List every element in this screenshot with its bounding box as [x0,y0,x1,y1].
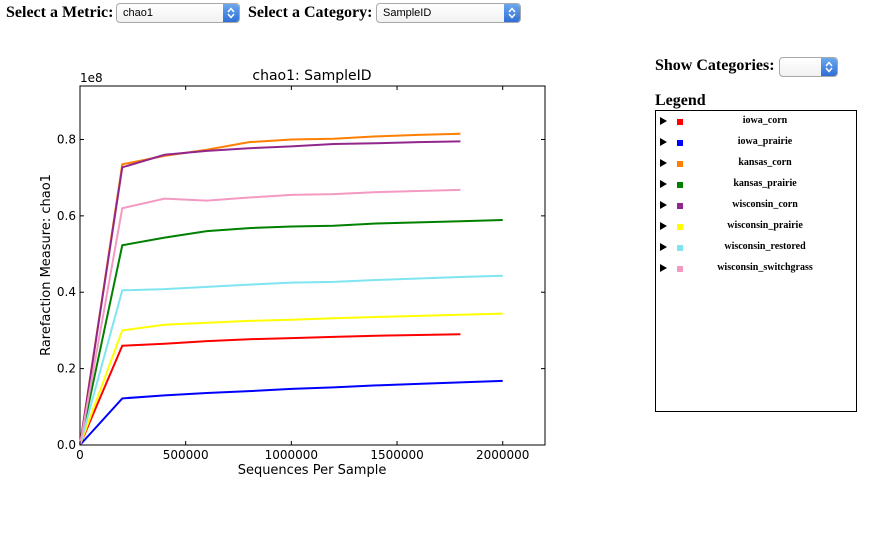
legend-item-label: kansas_corn [738,157,792,168]
legend-item-label: iowa_prairie [737,136,793,147]
show-categories-select[interactable] [779,57,838,77]
plot-area [79,85,546,446]
legend-item-label: wisconsin_restored [724,241,806,252]
legend-swatch [677,224,683,230]
legend-item-label: wisconsin_switchgrass [717,262,813,273]
series-line-wisconsin_switchgrass [79,188,461,446]
x-axis-label: Sequences Per Sample [238,463,387,478]
category-select[interactable]: SampleID [376,3,521,23]
series-line-wisconsin_prairie [79,312,503,446]
metric-select[interactable]: chao1 [116,3,240,23]
legend-item[interactable]: wisconsin_restored [656,241,856,262]
legend-title: Legend [655,92,706,109]
series-line-wisconsin_restored [79,274,503,446]
y-tick-label: 0.6 [57,209,76,223]
x-tick-label: 0 [76,448,84,462]
legend-swatch [677,266,683,272]
series-line-iowa_prairie [79,379,503,446]
updown-arrows-icon [504,4,520,22]
metric-select-value: chao1 [123,7,153,19]
y-tick-label: 0.0 [57,438,76,452]
legend-swatch [677,119,683,125]
legend-item[interactable]: wisconsin_prairie [656,220,856,241]
legend-item[interactable]: iowa_prairie [656,136,856,157]
expand-triangle-icon[interactable] [660,138,667,146]
y-scale-label: 1e8 [80,71,103,85]
legend-item[interactable]: kansas_corn [656,157,856,178]
y-tick-label: 0.4 [57,285,76,299]
y-tick-label: 0.8 [57,132,76,146]
expand-triangle-icon[interactable] [660,222,667,230]
expand-triangle-icon[interactable] [660,264,667,272]
category-select-value: SampleID [383,7,432,19]
legend-swatch [677,182,683,188]
legend-item-label: kansas_prairie [733,178,797,189]
series-layer [79,132,503,446]
series-line-kansas_prairie [79,219,503,446]
category-label: Select a Category: [248,4,373,21]
legend-swatch [677,161,683,167]
x-tick-label: 500000 [163,448,209,462]
x-tick-label: 2000000 [476,448,529,462]
show-categories-label: Show Categories: [655,57,775,74]
x-axis: 0 500000 1000000 1500000 2000000 [76,86,529,462]
y-axis: 0.0 0.2 0.4 0.6 0.8 [57,132,545,452]
expand-triangle-icon[interactable] [660,117,667,125]
updown-arrows-icon [821,58,837,76]
series-line-iowa_corn [79,333,461,446]
updown-arrows-icon [223,4,239,22]
expand-triangle-icon[interactable] [660,180,667,188]
chart-title: chao1: SampleID [252,68,371,84]
x-tick-label: 1000000 [265,448,318,462]
y-tick-label: 0.2 [57,362,76,376]
series-line-wisconsin_corn [79,140,461,446]
legend-item[interactable]: kansas_prairie [656,178,856,199]
y-axis-label: Rarefaction Measure: chao1 [39,174,54,356]
expand-triangle-icon[interactable] [660,201,667,209]
legend-item[interactable]: wisconsin_corn [656,199,856,220]
legend-item[interactable]: iowa_corn [656,115,856,136]
rarefaction-chart: chao1: SampleID 1e8 0 500000 1000000 150000… [39,68,546,478]
expand-triangle-icon[interactable] [660,243,667,251]
legend-box: iowa_corn iowa_prairie kansas_corn kansas_p… [655,110,857,412]
legend-item-label: wisconsin_corn [732,199,798,210]
legend-item-label: wisconsin_prairie [727,220,803,231]
metric-label: Select a Metric: [6,4,114,21]
legend-swatch [677,245,683,251]
x-tick-label: 1500000 [370,448,423,462]
legend-swatch [677,203,683,209]
legend-item-label: iowa_corn [742,115,788,126]
expand-triangle-icon[interactable] [660,159,667,167]
legend-swatch [677,140,683,146]
legend-item[interactable]: wisconsin_switchgrass [656,262,856,283]
